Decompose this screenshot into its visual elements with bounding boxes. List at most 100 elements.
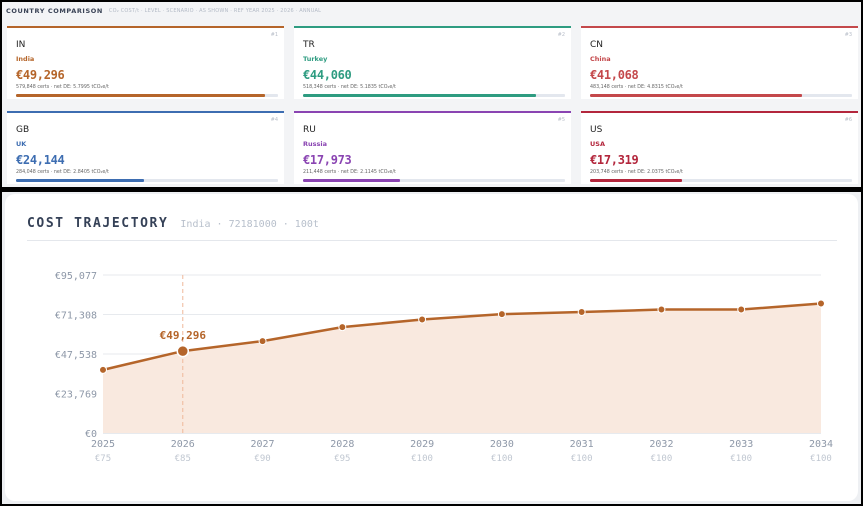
- x-secondary-label: €90: [254, 454, 270, 464]
- x-tick-label: 2030: [490, 439, 514, 450]
- data-point[interactable]: [418, 315, 427, 324]
- card-share-bar: [590, 179, 852, 182]
- highlight-value-label: €49,296: [160, 329, 207, 342]
- card-country-code: US: [590, 125, 603, 135]
- card-share-fill: [590, 179, 682, 182]
- card-certs: 284,048 certs: [16, 170, 50, 175]
- card-country-code: IN: [16, 40, 26, 50]
- card-rank: #5: [557, 117, 565, 123]
- card-price: €44,060: [303, 68, 352, 82]
- card-certs: 211,448 certs: [303, 170, 337, 175]
- card-certs: 203,748 certs: [590, 170, 624, 175]
- x-secondary-label: €100: [491, 454, 513, 464]
- trajectory-card: COST TRAJECTORY India · 72181000 · 100t …: [5, 194, 858, 501]
- card-meta: 284,048 certs · net DE: 2.8405 tCO₂e/t: [16, 170, 109, 175]
- x-tick-label: 2033: [729, 439, 753, 450]
- series-line: [102, 302, 822, 372]
- card-net-de: net DE: 2.8405 tCO₂e/t: [53, 170, 109, 175]
- x-secondary-label: €100: [571, 454, 593, 464]
- card-country-name: Russia: [303, 140, 327, 148]
- card-net-de: net DE: 5.7995 tCO₂e/t: [53, 85, 109, 90]
- card-meta: 203,748 certs · net DE: 2.0375 tCO₂e/t: [590, 170, 683, 175]
- y-tick-label: €23,769: [55, 390, 97, 401]
- card-country-name: China: [590, 55, 611, 63]
- x-tick-label: 2026: [171, 439, 195, 450]
- country-card-tr[interactable]: #2 TR Turkey €44,060 518,348 certs · net DE:…: [294, 26, 571, 99]
- card-country-name: UK: [16, 140, 27, 148]
- area-fill: [103, 303, 821, 433]
- meta-separator: ·: [623, 170, 628, 175]
- card-rank: #2: [557, 32, 565, 38]
- y-tick-label: €0: [85, 429, 97, 440]
- trajectory-panel: COST TRAJECTORY India · 72181000 · 100t …: [2, 192, 861, 504]
- card-rank: #1: [270, 32, 278, 38]
- card-rank: #6: [844, 117, 852, 123]
- section-header: COUNTRY COMPARISON CO₂ COST/t · LEVEL · …: [6, 6, 321, 16]
- x-secondary-label: €100: [651, 454, 673, 464]
- data-point[interactable]: [176, 344, 190, 358]
- country-card-cn[interactable]: #3 CN China €41,068 483,148 certs · net DE: …: [581, 26, 858, 99]
- card-share-bar: [303, 179, 565, 182]
- card-meta: 483,148 certs · net DE: 4.8315 tCO₂e/t: [590, 85, 683, 90]
- card-price: €17,319: [590, 153, 639, 167]
- data-point[interactable]: [657, 305, 666, 314]
- section-subtitle: CO₂ COST/t · LEVEL · SCENARIO · AS SHOWN…: [108, 8, 322, 14]
- meta-separator: ·: [336, 85, 341, 90]
- x-secondary-label: €100: [810, 454, 832, 464]
- country-card-us[interactable]: #6 US USA €17,319 203,748 certs · net DE: 2.…: [581, 111, 858, 184]
- data-point[interactable]: [737, 305, 746, 314]
- country-card-gb[interactable]: #4 GB UK €24,144 284,048 certs · net DE: 2.8…: [7, 111, 284, 184]
- card-price: €41,068: [590, 68, 639, 82]
- card-share-fill: [16, 179, 145, 182]
- x-secondary-label: €95: [334, 454, 350, 464]
- meta-separator: ·: [49, 85, 54, 90]
- chart-title: COST TRAJECTORY: [27, 216, 169, 231]
- x-tick-label: 2034: [809, 439, 833, 450]
- data-point[interactable]: [577, 308, 586, 317]
- x-tick-label: 2025: [91, 439, 115, 450]
- card-price: €49,296: [16, 68, 65, 82]
- card-country-code: CN: [590, 40, 604, 50]
- card-share-bar: [16, 179, 278, 182]
- card-meta: 518,348 certs · net DE: 5.1835 tCO₂e/t: [303, 85, 396, 90]
- x-secondary-label: €75: [95, 454, 111, 464]
- meta-separator: ·: [336, 170, 341, 175]
- card-rank: #3: [844, 32, 852, 38]
- card-price: €17,973: [303, 153, 352, 167]
- card-meta: 211,448 certs · net DE: 2.1145 tCO₂e/t: [303, 170, 396, 175]
- x-tick-label: 2031: [570, 439, 594, 450]
- card-net-de: net DE: 2.0375 tCO₂e/t: [627, 170, 683, 175]
- card-share-bar: [303, 94, 565, 97]
- data-point[interactable]: [497, 310, 506, 319]
- x-secondary-label: €100: [730, 454, 752, 464]
- card-net-de: net DE: 5.1835 tCO₂e/t: [340, 85, 396, 90]
- card-certs: 518,348 certs: [303, 85, 337, 90]
- card-rank: #4: [270, 117, 278, 123]
- data-point[interactable]: [258, 337, 267, 346]
- card-meta: 579,848 certs · net DE: 5.7995 tCO₂e/t: [16, 85, 109, 90]
- card-country-code: GB: [16, 125, 30, 135]
- x-tick-label: 2027: [251, 439, 275, 450]
- y-tick-label: €47,538: [55, 350, 97, 361]
- card-share-bar: [590, 94, 852, 97]
- x-tick-label: 2028: [330, 439, 354, 450]
- data-point[interactable]: [99, 365, 107, 374]
- chart-subtitle: India · 72181000 · 100t: [180, 219, 319, 230]
- cost-trajectory-chart[interactable]: €0 €23,769 €47,538 €71,308 €95,077 €49,296 202…: [5, 194, 858, 501]
- x-tick-label: 2029: [410, 439, 434, 450]
- data-point[interactable]: [338, 323, 347, 332]
- card-share-bar: [16, 94, 278, 97]
- data-point[interactable]: [817, 299, 825, 308]
- country-card-ru[interactable]: #5 RU Russia €17,973 211,448 certs · net DE:…: [294, 111, 571, 184]
- card-share-fill: [303, 94, 537, 97]
- card-country-name: Turkey: [303, 55, 328, 63]
- card-net-de: net DE: 4.8315 tCO₂e/t: [627, 85, 683, 90]
- section-title: COUNTRY COMPARISON: [6, 7, 103, 15]
- meta-separator: ·: [623, 85, 628, 90]
- card-certs: 579,848 certs: [16, 85, 50, 90]
- header-divider: [27, 240, 837, 241]
- card-country-code: TR: [303, 40, 315, 50]
- card-share-fill: [590, 94, 803, 97]
- country-card-in[interactable]: #1 IN India €49,296 579,848 certs · net DE: …: [7, 26, 284, 99]
- card-country-name: India: [16, 55, 35, 63]
